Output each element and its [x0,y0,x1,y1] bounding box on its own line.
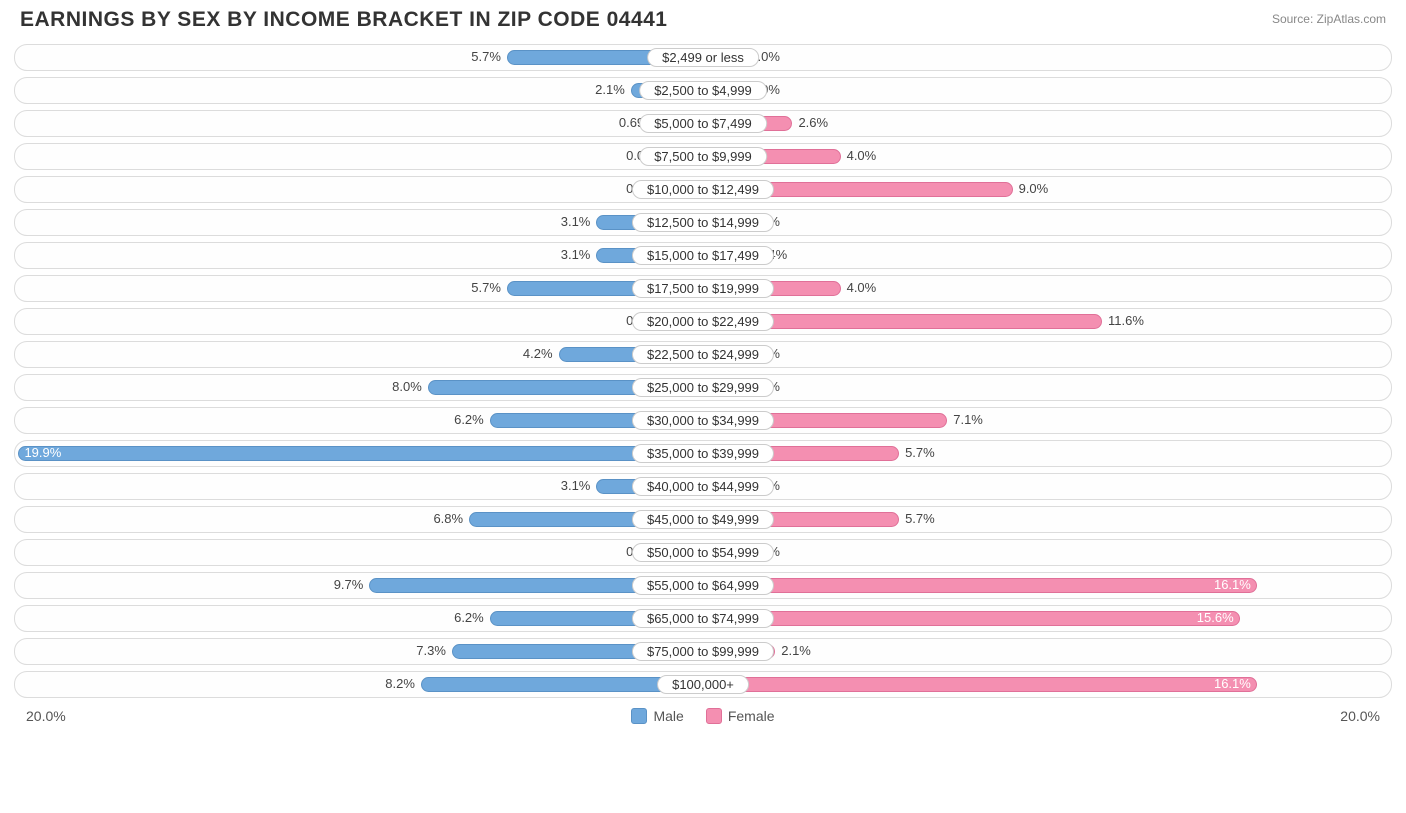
male-bar [18,446,703,461]
male-pct-label: 7.3% [416,643,446,658]
female-pct-label: 11.6% [1108,313,1144,328]
male-pct-label: 5.7% [471,280,501,295]
bar-chart: 5.7%0.0%$2,499 or less 2.1%0.0%$2,500 to … [0,44,1406,698]
chart-source: Source: ZipAtlas.com [1272,8,1386,26]
chart-row: 6.2% 7.1% $30,000 to $34,999 [14,407,1392,434]
female-pct-label: 2.1% [781,643,811,658]
legend: Male Female [66,708,1341,724]
bracket-label: $12,500 to $14,999 [632,213,774,232]
male-pct-label: 6.8% [433,511,463,526]
male-pct-label: 4.2% [523,346,553,361]
chart-title: EARNINGS BY SEX BY INCOME BRACKET IN ZIP… [20,8,667,32]
legend-item-male: Male [631,708,683,724]
legend-item-female: Female [706,708,775,724]
bracket-label: $5,000 to $7,499 [639,114,767,133]
male-pct-label: 8.0% [392,379,422,394]
male-pct-label: 3.1% [561,214,591,229]
male-pct-label: 3.1% [561,478,591,493]
bracket-label: $15,000 to $17,499 [632,246,774,265]
bracket-label: $30,000 to $34,999 [632,411,774,430]
female-bar [703,611,1240,626]
legend-label-female: Female [728,708,775,724]
bracket-label: $45,000 to $49,999 [632,510,774,529]
female-pct-label: 5.7% [905,511,935,526]
male-pct-label: 8.2% [385,676,415,691]
male-pct-label: 9.7% [334,577,364,592]
bracket-label: $2,500 to $4,999 [639,81,767,100]
bracket-label: $65,000 to $74,999 [632,609,774,628]
bracket-label: $10,000 to $12,499 [632,180,774,199]
chart-row: 8.2% 16.1% $100,000+ [14,671,1392,698]
axis-label-left: 20.0% [26,708,66,724]
chart-row: 2.1%0.0%$2,500 to $4,999 [14,77,1392,104]
chart-row: 5.7%0.0%$2,499 or less [14,44,1392,71]
chart-row: 6.2% 15.6% $65,000 to $74,999 [14,605,1392,632]
bracket-label: $2,499 or less [647,48,759,67]
chart-row: 3.1%0.0%$12,500 to $14,999 [14,209,1392,236]
male-pct-label: 19.9% [24,445,61,460]
chart-row: 5.7% 4.0% $17,500 to $19,999 [14,275,1392,302]
male-pct-label: 6.2% [454,412,484,427]
female-pct-label: 15.6% [1197,610,1234,625]
bracket-label: $17,500 to $19,999 [632,279,774,298]
female-bar [703,677,1257,692]
female-pct-label: 9.0% [1019,181,1049,196]
bracket-label: $7,500 to $9,999 [639,147,767,166]
axis-label-right: 20.0% [1340,708,1380,724]
bracket-label: $75,000 to $99,999 [632,642,774,661]
legend-swatch-female [706,708,722,724]
female-pct-label: 16.1% [1214,577,1251,592]
female-pct-label: 7.1% [953,412,983,427]
female-bar [703,578,1257,593]
chart-row: 3.1%0.24%$15,000 to $17,499 [14,242,1392,269]
chart-row: 4.2%0.0%$22,500 to $24,999 [14,341,1392,368]
female-pct-label: 4.0% [847,148,877,163]
bracket-label: $20,000 to $22,499 [632,312,774,331]
bracket-label: $50,000 to $54,999 [632,543,774,562]
bracket-label: $40,000 to $44,999 [632,477,774,496]
male-pct-label: 2.1% [595,82,625,97]
chart-row: 9.7% 16.1% $55,000 to $64,999 [14,572,1392,599]
chart-header: EARNINGS BY SEX BY INCOME BRACKET IN ZIP… [0,0,1406,44]
bracket-label: $35,000 to $39,999 [632,444,774,463]
chart-footer: 20.0% Male Female 20.0% [0,704,1406,724]
chart-row: 0.0%4.0%$7,500 to $9,999 [14,143,1392,170]
female-pct-label: 5.7% [905,445,935,460]
chart-row: 7.3% 2.1% $75,000 to $99,999 [14,638,1392,665]
bracket-label: $55,000 to $64,999 [632,576,774,595]
male-pct-label: 6.2% [454,610,484,625]
bracket-label: $22,500 to $24,999 [632,345,774,364]
chart-row: 3.1%0.0%$40,000 to $44,999 [14,473,1392,500]
chart-row: 0.69%2.6%$5,000 to $7,499 [14,110,1392,137]
legend-label-male: Male [653,708,683,724]
male-pct-label: 5.7% [471,49,501,64]
chart-row: 0.0%0.0%$50,000 to $54,999 [14,539,1392,566]
male-pct-label: 3.1% [561,247,591,262]
chart-row: 19.9% 5.7% $35,000 to $39,999 [14,440,1392,467]
female-pct-label: 4.0% [847,280,877,295]
chart-row: 6.8% 5.7% $45,000 to $49,999 [14,506,1392,533]
chart-row: 0.0%9.0%$10,000 to $12,499 [14,176,1392,203]
female-pct-label: 2.6% [798,115,828,130]
bracket-label: $25,000 to $29,999 [632,378,774,397]
legend-swatch-male [631,708,647,724]
chart-row: 0.0%11.6%$20,000 to $22,499 [14,308,1392,335]
female-pct-label: 16.1% [1214,676,1251,691]
bracket-label: $100,000+ [657,675,749,694]
chart-row: 8.0%0.0%$25,000 to $29,999 [14,374,1392,401]
